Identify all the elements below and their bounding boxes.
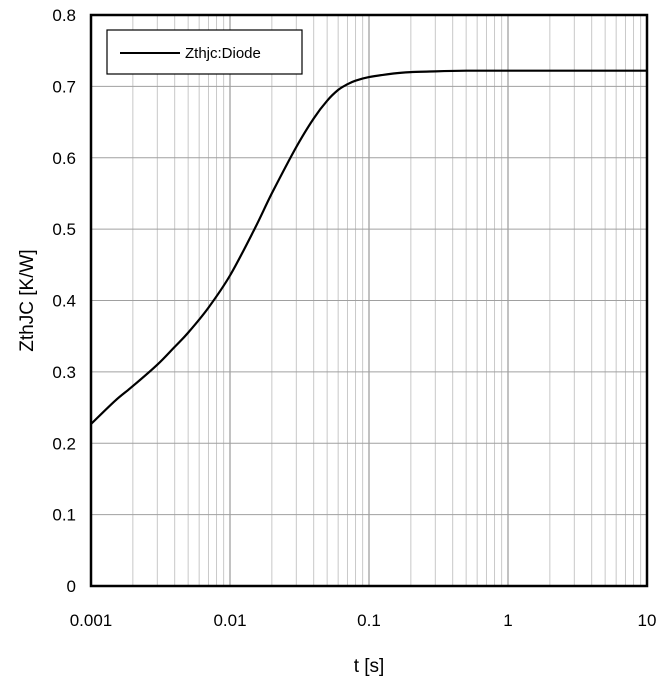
y-tick-label: 0.7: [52, 77, 76, 96]
x-tick-label: 0.1: [357, 611, 381, 630]
x-tick-label: 0.001: [70, 611, 113, 630]
x-tick-label: 0.01: [213, 611, 246, 630]
plot-frame: [89, 13, 649, 588]
grid-lines: [90, 14, 647, 587]
series-line-zthjc-diode: [90, 69, 647, 425]
y-tick-label: 0.6: [52, 149, 76, 168]
y-tick-label: 0.8: [52, 6, 76, 25]
x-tick-label: 1: [503, 611, 512, 630]
y-tick-label: 0.1: [52, 506, 76, 525]
x-axis-title: t [s]: [354, 656, 385, 677]
y-tick-label: 0.2: [52, 434, 76, 453]
y-tick-label: 0.5: [52, 220, 76, 239]
y-tick-label: 0: [67, 577, 76, 596]
y-axis-title: ZthJC [K/W]: [17, 249, 38, 351]
y-tick-label: 0.4: [52, 292, 76, 311]
x-tick-label: 10: [638, 611, 657, 630]
data-marks: [90, 69, 647, 425]
y-tick-label: 0.3: [52, 363, 76, 382]
tick-labels: 0 0.1 0.2 0.3 0.4 0.5 0.6 0.7 0.8 0.001 0.01 0.1 1 10: [52, 6, 656, 630]
legend-label: Zthjc:Diode: [185, 45, 261, 62]
legend: Zthjc:Diode: [106, 29, 303, 75]
